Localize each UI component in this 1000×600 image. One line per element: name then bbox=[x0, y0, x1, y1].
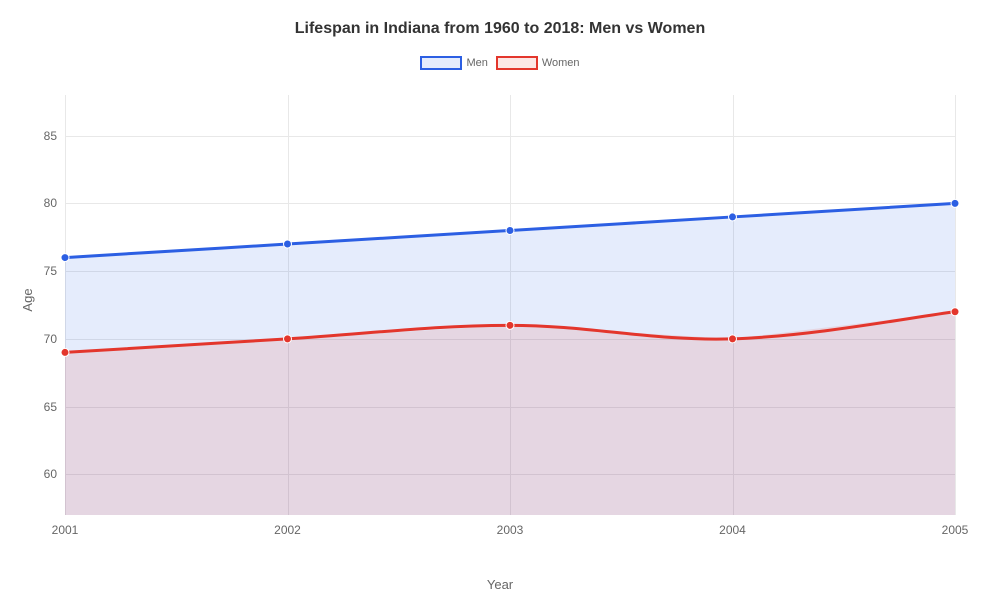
x-axis-label: Year bbox=[487, 577, 513, 592]
x-tick-label: 2004 bbox=[719, 523, 746, 537]
y-tick-label: 80 bbox=[44, 196, 57, 210]
series-marker-men bbox=[506, 226, 514, 234]
series-marker-women bbox=[284, 335, 292, 343]
legend-label-women: Women bbox=[542, 57, 580, 69]
chart-container: Lifespan in Indiana from 1960 to 2018: M… bbox=[0, 0, 1000, 600]
series-marker-women bbox=[506, 321, 514, 329]
chart-title: Lifespan in Indiana from 1960 to 2018: M… bbox=[0, 0, 1000, 38]
legend-swatch-men bbox=[420, 56, 462, 70]
legend-swatch-women bbox=[496, 56, 538, 70]
x-tick-label: 2002 bbox=[274, 523, 301, 537]
series-marker-women bbox=[951, 308, 959, 316]
legend-item-men: Men bbox=[420, 56, 487, 70]
legend-item-women: Women bbox=[496, 56, 580, 70]
y-tick-label: 70 bbox=[44, 332, 57, 346]
y-tick-label: 60 bbox=[44, 467, 57, 481]
x-tick-label: 2005 bbox=[942, 523, 969, 537]
chart-svg bbox=[65, 95, 955, 515]
series-marker-women bbox=[729, 335, 737, 343]
series-marker-men bbox=[951, 199, 959, 207]
series-marker-men bbox=[61, 254, 69, 262]
y-axis-label: Age bbox=[20, 288, 35, 311]
legend-label-men: Men bbox=[466, 57, 487, 69]
series-marker-women bbox=[61, 348, 69, 356]
y-tick-label: 75 bbox=[44, 264, 57, 278]
x-tick-label: 2003 bbox=[497, 523, 524, 537]
x-tick-label: 2001 bbox=[52, 523, 79, 537]
y-tick-label: 85 bbox=[44, 129, 57, 143]
plot-area: 60657075808520012002200320042005 bbox=[65, 95, 955, 515]
legend: Men Women bbox=[0, 56, 1000, 70]
gridline-v bbox=[955, 95, 956, 515]
series-marker-men bbox=[729, 213, 737, 221]
y-tick-label: 65 bbox=[44, 400, 57, 414]
series-marker-men bbox=[284, 240, 292, 248]
